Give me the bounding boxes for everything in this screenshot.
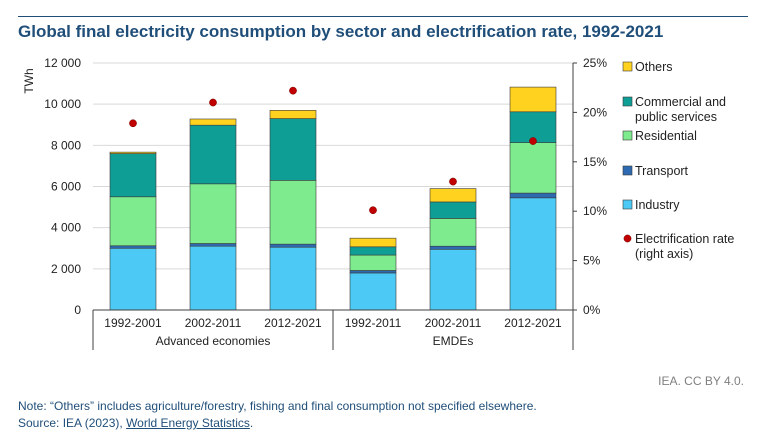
electrification-rate-point — [529, 137, 537, 145]
bar-segment-commercial-and-public-services — [429, 201, 477, 219]
legend-swatch — [622, 96, 633, 107]
bar-segment-commercial-and-public-services — [189, 124, 237, 185]
legend-swatch — [622, 165, 633, 176]
y2-tick-label: 10% — [583, 204, 607, 218]
y2-tick-label: 5% — [583, 254, 601, 268]
legend-label: (right axis) — [635, 247, 693, 261]
bar-segment-others — [109, 151, 157, 154]
top-rule — [18, 16, 748, 17]
group-label: EMDEs — [433, 334, 474, 348]
legend-label: Electrification rate — [635, 232, 734, 246]
legend-label: public services — [635, 110, 717, 124]
bar-segment-transport — [509, 192, 557, 199]
legend-swatch — [622, 61, 633, 72]
bar-segment-residential — [349, 254, 397, 271]
bar-segment-industry — [189, 245, 237, 311]
bar-segment-transport — [109, 245, 157, 249]
x-tick-label: 2002-2011 — [425, 316, 482, 330]
y2-tick-label: 25% — [583, 56, 607, 70]
electrification-rate-point — [209, 98, 217, 107]
y-tick-label: 2 000 — [51, 262, 81, 276]
chart-title: Global final electricity consumption by … — [18, 22, 664, 41]
bar-segment-commercial-and-public-services — [349, 246, 397, 256]
electrification-rate-point — [369, 206, 377, 215]
legend-label: Commercial and — [635, 95, 726, 109]
bar-segment-others — [269, 110, 317, 119]
y-tick-label: 0 — [74, 303, 81, 317]
y2-tick-label: 20% — [583, 105, 607, 119]
bar-segment-commercial-and-public-services — [269, 118, 317, 181]
bar-segment-commercial-and-public-services — [109, 153, 157, 198]
bar-segment-industry — [349, 272, 397, 311]
bar-segment-industry — [429, 248, 477, 311]
y-axis-title: TWh — [22, 68, 36, 93]
x-tick-label: 2002-2011 — [185, 316, 242, 330]
electrification-rate-point — [289, 86, 297, 95]
y-tick-label: 4 000 — [51, 221, 81, 235]
bar-segment-industry — [269, 246, 317, 311]
bar-segment-transport — [349, 270, 397, 274]
y-tick-label: 8 000 — [51, 138, 81, 152]
bar-segment-transport — [189, 243, 237, 247]
legend-swatch — [622, 199, 633, 210]
bar-segment-others — [429, 188, 477, 203]
y-tick-label: 6 000 — [51, 180, 81, 194]
bar-segment-residential — [189, 183, 237, 244]
bar-segment-residential — [509, 142, 557, 194]
y2-tick-label: 0% — [583, 303, 601, 317]
group-label: Advanced economies — [156, 334, 271, 348]
note-block: Note: “Others” includes agriculture/fore… — [18, 398, 537, 432]
legend-marker — [623, 234, 632, 243]
bar-segment-industry — [509, 197, 557, 311]
bar-segment-transport — [429, 245, 477, 250]
bar-segment-residential — [109, 196, 157, 247]
electrification-rate-point — [129, 119, 137, 128]
electrification-rate-point — [449, 177, 457, 186]
y-tick-label: 12 000 — [44, 56, 81, 70]
source-line: Source: IEA (2023), World Energy Statist… — [18, 415, 537, 432]
source-prefix: Source: IEA (2023), — [18, 416, 127, 430]
legend-swatch — [622, 130, 633, 141]
x-tick-label: 1992-2001 — [104, 316, 162, 330]
legend-label: Industry — [635, 198, 680, 212]
x-tick-label: 1992-2011 — [345, 316, 402, 330]
bar-segment-residential — [269, 180, 317, 245]
x-tick-label: 2012-2021 — [264, 316, 322, 330]
bar-segment-others — [189, 118, 237, 126]
bar-segment-transport — [269, 243, 317, 248]
source-suffix: . — [249, 416, 254, 430]
x-tick-label: 2012-2021 — [504, 316, 562, 330]
bar-segment-residential — [429, 218, 477, 247]
y-tick-label: 10 000 — [44, 97, 81, 111]
credit-line: IEA. CC BY 4.0. — [658, 374, 744, 388]
source-link[interactable]: World Energy Statistics — [126, 416, 250, 430]
note-text: Note: “Others” includes agriculture/fore… — [18, 399, 537, 413]
bar-segment-others — [509, 86, 557, 113]
bar-segment-others — [349, 237, 397, 248]
legend-label: Transport — [635, 164, 689, 178]
legend-label: Others — [635, 60, 673, 74]
y2-tick-label: 15% — [583, 155, 607, 169]
bar-segment-industry — [109, 247, 157, 311]
legend-label: Residential — [635, 129, 697, 143]
